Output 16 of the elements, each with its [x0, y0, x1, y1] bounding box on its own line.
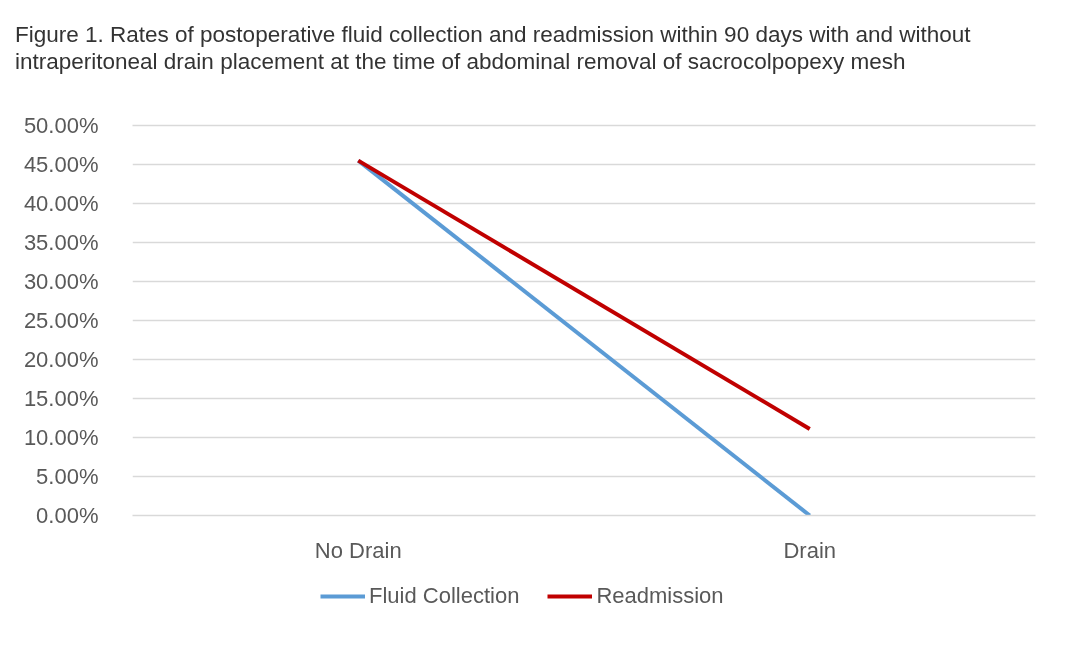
- chart-title: Figure 1. Rates of postoperative fluid collection and readmission within 90 days with and without intraperitoneal drain placement at the time of abdominal removal of sacrocolpopexy mesh: [15, 21, 972, 75]
- y-tick-label: 40.00%: [23, 191, 99, 216]
- y-tick-label: 15.00%: [23, 386, 99, 411]
- x-tick-label: No Drain: [314, 537, 402, 563]
- legend-label: Readmission: [596, 583, 724, 609]
- y-tick-label: 35.00%: [23, 230, 99, 255]
- y-tick-label: 10.00%: [23, 425, 99, 450]
- x-tick-label: Drain: [783, 537, 837, 563]
- legend-label: Fluid Collection: [369, 583, 520, 609]
- y-tick-label: 5.00%: [36, 464, 99, 489]
- y-tick-label: 0.00%: [36, 503, 99, 528]
- y-tick-label: 30.00%: [23, 269, 99, 294]
- y-tick-label: 45.00%: [23, 152, 99, 177]
- y-tick-label: 25.00%: [23, 308, 99, 333]
- y-tick-label: 50.00%: [23, 113, 99, 138]
- y-tick-label: 20.00%: [23, 347, 99, 372]
